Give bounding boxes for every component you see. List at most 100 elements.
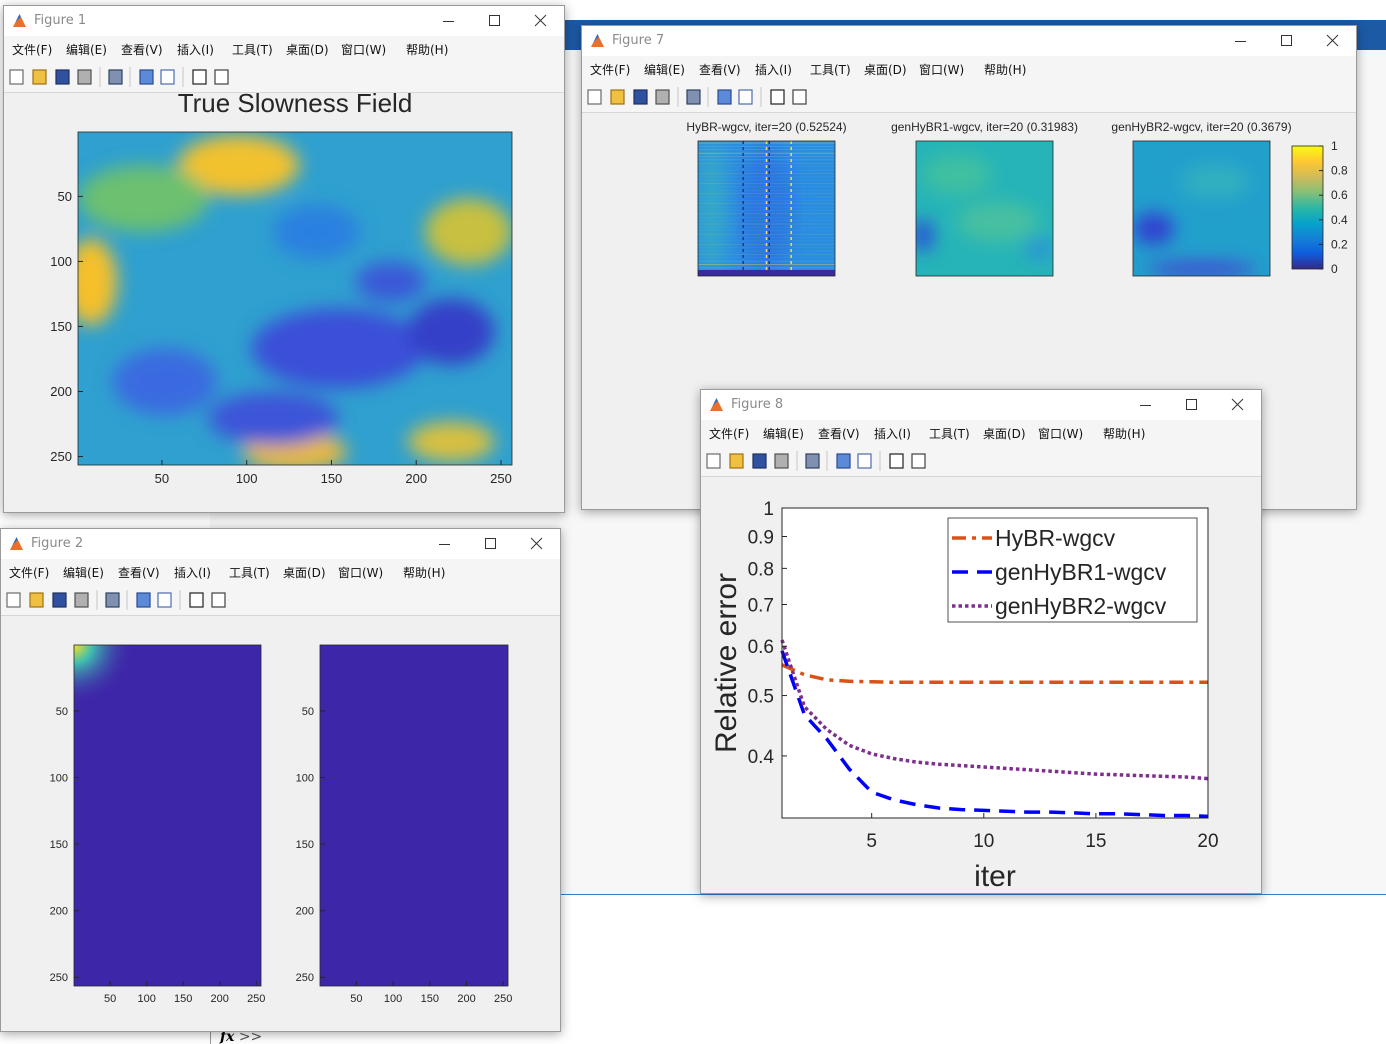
menu-item[interactable]: 帮助(H) — [1103, 427, 1146, 441]
minimize-button[interactable] — [422, 529, 466, 559]
menu-item[interactable]: 帮助(H) — [406, 43, 449, 57]
maximize-button[interactable] — [468, 529, 512, 559]
toolbar-button — [189, 592, 204, 608]
menu-item[interactable]: 文件(F) — [12, 43, 53, 57]
toolbar-button — [774, 453, 789, 469]
toolbar — [582, 82, 1356, 113]
image — [698, 141, 835, 276]
toolbar-button — [29, 592, 44, 608]
menu-item[interactable]: 桌面(D) — [283, 566, 326, 580]
menu-item[interactable]: 桌面(D) — [864, 63, 907, 77]
menu-item[interactable]: 帮助(H) — [403, 566, 446, 580]
toolbar — [701, 446, 1261, 477]
x-tick-label: 50 — [350, 993, 362, 1005]
menu-item[interactable]: 桌面(D) — [983, 427, 1026, 441]
image — [74, 645, 261, 986]
title-bar: Figure 1 — [4, 6, 564, 36]
glyph — [1186, 399, 1197, 410]
image-base — [1133, 141, 1270, 276]
image-blob — [407, 421, 495, 462]
menu-item[interactable]: 桌面(D) — [286, 43, 329, 57]
axes-box — [73, 644, 262, 987]
toolbar-button — [770, 89, 785, 105]
menu-item[interactable]: 工具(T) — [229, 566, 270, 580]
image-blob — [112, 348, 217, 416]
toolbar-button — [211, 592, 226, 608]
menu-item[interactable]: 工具(T) — [232, 43, 273, 57]
menu-item[interactable]: 窗口(W) — [1038, 427, 1084, 441]
minimize-button[interactable] — [1218, 26, 1262, 56]
toolbar — [4, 62, 564, 93]
image-corner — [74, 645, 134, 705]
menu-item[interactable]: 窗口(W) — [338, 566, 384, 580]
close-button[interactable] — [518, 6, 562, 36]
y-tick-label: 100 — [296, 772, 314, 784]
close-button[interactable] — [1310, 26, 1354, 56]
axes-title: genHyBR1-wgcv, iter=20 (0.31983) — [891, 120, 1078, 134]
y-tick-label: 250 — [296, 972, 314, 984]
minimize-button[interactable] — [1123, 390, 1167, 420]
window-title: Figure 2 — [31, 536, 84, 551]
menu-item[interactable]: 文件(F) — [9, 566, 50, 580]
toolbar-button — [6, 592, 21, 608]
menu-item[interactable]: 编辑(E) — [66, 43, 107, 57]
menu-item[interactable]: 查看(V) — [121, 43, 163, 57]
menu-item[interactable]: 文件(F) — [590, 63, 631, 77]
toolbar-button — [805, 453, 820, 469]
command-left-border — [210, 1030, 211, 1044]
maximize-button[interactable] — [1264, 26, 1308, 56]
axes-title: True Slowness Field — [178, 88, 413, 118]
x-tick-label: 200 — [211, 993, 229, 1005]
x-axis-label: iter — [974, 860, 1016, 893]
y-tick-label: 0.5 — [748, 687, 774, 708]
legend-label: HyBR-wgcv — [995, 525, 1116, 551]
image — [1133, 141, 1270, 276]
toolbar-button — [74, 592, 89, 608]
image-blob — [208, 391, 339, 446]
image-stripe — [698, 270, 835, 276]
close-button[interactable] — [514, 529, 558, 559]
toolbar-icons — [706, 451, 926, 471]
toolbar-button — [157, 592, 172, 608]
y-tick-label: 150 — [50, 839, 68, 851]
y-tick-label: 0.8 — [748, 559, 774, 580]
x-tick-label: 150 — [174, 993, 192, 1005]
x-tick-label: 150 — [421, 993, 439, 1005]
image-blob — [922, 154, 992, 195]
menu-item[interactable]: 插入(I) — [174, 566, 211, 580]
y-tick-label: 1 — [763, 499, 774, 520]
menu-item[interactable]: 查看(V) — [818, 427, 860, 441]
menu-item[interactable]: 编辑(E) — [763, 427, 804, 441]
glyph — [1326, 34, 1339, 47]
menu-item[interactable]: 插入(I) — [177, 43, 214, 57]
menu-item[interactable]: 插入(I) — [755, 63, 792, 77]
colorbar — [1291, 145, 1324, 270]
colorbar-tick-label: 0.6 — [1331, 188, 1348, 202]
window-title: Figure 8 — [731, 397, 784, 412]
maximize-button[interactable] — [1169, 390, 1213, 420]
maximize-button[interactable] — [472, 6, 516, 36]
menu-item[interactable]: 编辑(E) — [644, 63, 685, 77]
menu-item[interactable]: 帮助(H) — [984, 63, 1027, 77]
menu-item[interactable]: 插入(I) — [874, 427, 911, 441]
menu-item[interactable]: 查看(V) — [118, 566, 160, 580]
close-button[interactable] — [1215, 390, 1259, 420]
menu-item[interactable]: 工具(T) — [810, 63, 851, 77]
toolbar-button — [686, 89, 701, 105]
legend-box — [947, 517, 1198, 623]
minimize-button[interactable] — [426, 6, 470, 36]
toolbar-button — [77, 69, 92, 85]
command-prompt[interactable]: fx >> — [220, 1029, 262, 1044]
menu-item[interactable]: 窗口(W) — [919, 63, 965, 77]
menu-item[interactable]: 窗口(W) — [341, 43, 387, 57]
y-tick-label: 200 — [296, 906, 314, 918]
menu-item[interactable]: 编辑(E) — [63, 566, 104, 580]
menu-item[interactable]: 工具(T) — [929, 427, 970, 441]
image — [916, 141, 1053, 276]
fx-icon: fx — [220, 1029, 235, 1044]
menu-item[interactable]: 文件(F) — [709, 427, 750, 441]
y-tick-label: 250 — [50, 449, 72, 464]
toolbar-button — [655, 89, 670, 105]
menu-item[interactable]: 查看(V) — [699, 63, 741, 77]
image-blob — [916, 219, 934, 252]
